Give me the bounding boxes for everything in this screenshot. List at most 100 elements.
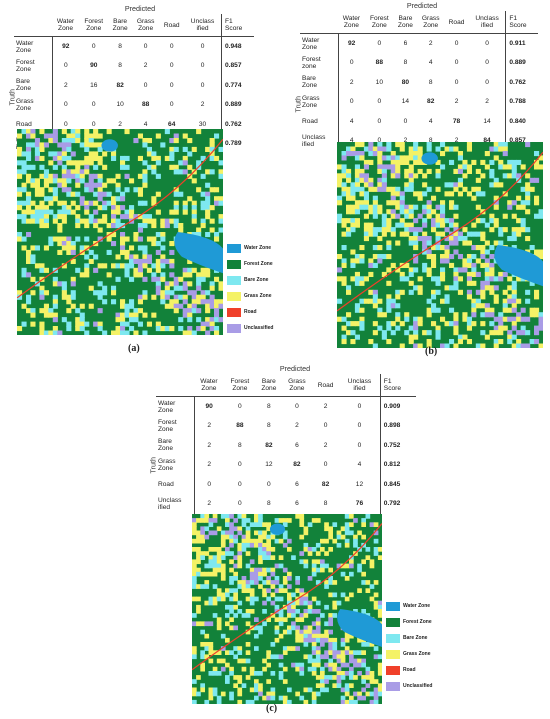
f1-score: 0.792	[379, 494, 416, 514]
matrix-cell: 6	[403, 40, 408, 47]
matrix-cell: 0	[295, 403, 299, 410]
column-header: Road	[159, 14, 185, 37]
matrix-cell: 0	[323, 422, 328, 430]
legend-swatch	[386, 649, 400, 659]
matrix-cell: 10	[116, 101, 124, 109]
matrix-cell: 0	[349, 59, 354, 67]
row-label: Road	[300, 111, 339, 131]
f1-score: 0.889	[505, 53, 538, 73]
matrix-cell: 88	[236, 422, 244, 430]
matrix-cell: 76	[355, 500, 364, 508]
legend-item: Forest Zone	[227, 256, 273, 272]
legend-label: Bare Zone	[403, 635, 428, 641]
f1-score: 0.812	[379, 455, 416, 475]
matrix-cell: 2	[349, 78, 354, 86]
column-header: Water Zone	[52, 14, 80, 37]
matrix-cell: 0	[91, 43, 96, 50]
matrix-cell: 0	[63, 120, 68, 128]
legend-c: Water Zone Forest Zone Bare Zone Grass Zone…	[386, 598, 432, 694]
row-label: Bare Zone	[300, 72, 339, 92]
table-row: Grass Zone 2 0 12 82 0 4 0.812	[156, 455, 416, 475]
legend-item: Bare Zone	[227, 272, 273, 288]
f1-score: 0.762	[221, 114, 254, 134]
f1-score: 0.948	[221, 36, 254, 56]
matrix-cell: 8	[267, 422, 271, 430]
matrix-cell: 0	[169, 62, 174, 70]
column-header: Water Zone	[338, 11, 365, 34]
table-row: Water Zone 90 0 8 0 2 0 0.909	[156, 396, 416, 416]
row-label: Road	[156, 474, 195, 494]
table-row: Bare Zone 2 8 82 6 2 0 0.752	[156, 435, 416, 455]
table-row: Road 4 0 0 4 78 14 0.840	[300, 111, 538, 131]
legend-swatch	[227, 275, 241, 285]
table-row: Unclass ified 2 0 8 6 8 76 0.792	[156, 494, 416, 514]
matrix-cell: 0	[169, 43, 174, 50]
matrix-cell: 4	[349, 137, 354, 145]
f1-score: 0.752	[379, 435, 416, 455]
matrix-cell: 8	[267, 403, 271, 410]
matrix-cell: 0	[485, 78, 489, 86]
corner-cell	[156, 374, 194, 397]
legend-label: Grass Zone	[403, 651, 431, 657]
legend-swatch	[386, 617, 400, 627]
legend-swatch	[227, 291, 241, 301]
caption-a: (a)	[128, 343, 140, 354]
matrix-cell: 0	[200, 43, 205, 50]
matrix-cell: 90	[205, 403, 213, 410]
matrix-cell: 8	[118, 43, 122, 50]
matrix-cell: 4	[428, 59, 433, 67]
panel-c: Predicted Truth Water Zone Forest Zone Bare Z…	[140, 362, 440, 719]
matrix-cell: 4	[357, 461, 362, 469]
matrix-cell: 80	[401, 78, 410, 86]
legend-swatch	[386, 665, 400, 675]
classified-map-b	[337, 142, 543, 348]
row-label: Water Zone	[156, 396, 195, 416]
matrix-cell: 2	[323, 403, 328, 410]
table-row: Bare Zone 2 10 80 8 0 0 0.762	[300, 72, 538, 92]
legend-swatch	[386, 633, 400, 643]
column-header: Unclass ified	[339, 374, 381, 397]
legend-item: Unclassified	[227, 320, 273, 336]
f1-score: 0.909	[379, 396, 416, 416]
matrix-cell: 0	[169, 101, 174, 109]
matrix-cell: 2	[207, 422, 211, 430]
legend-item: Water Zone	[386, 598, 432, 614]
legend-item: Grass Zone	[386, 646, 432, 662]
column-header: Unclass ified	[184, 14, 222, 37]
matrix-cell: 88	[141, 101, 150, 109]
legend-item: Road	[386, 662, 432, 678]
f1-score: 0.911	[505, 33, 538, 53]
matrix-cell: 2	[207, 461, 211, 469]
table-row: Forest Zone 0 90 8 2 0 0 0.857	[14, 56, 254, 76]
column-header: Bare Zone	[393, 11, 418, 34]
f1-score: 0.788	[505, 92, 538, 112]
legend-swatch	[386, 601, 400, 611]
row-label: Grass Zone	[14, 95, 53, 115]
matrix-cell: 64	[168, 120, 176, 128]
f1-score: 0.762	[505, 72, 538, 92]
table-row: Bare Zone 2 16 82 0 0 0 0.774	[14, 75, 254, 95]
column-header: Bare Zone	[255, 374, 282, 397]
legend-label: Water Zone	[244, 245, 272, 251]
matrix-cell: 78	[452, 117, 461, 125]
matrix-cell: 2	[428, 40, 433, 47]
matrix-cell: 2	[454, 98, 459, 106]
table-row: Forest Zone 2 88 8 2 0 0 0.898	[156, 416, 416, 436]
matrix-cell: 8	[238, 441, 242, 449]
legend-swatch	[227, 243, 241, 253]
matrix-cell: 82	[321, 480, 330, 488]
matrix-cell: 0	[377, 98, 382, 106]
matrix-cell: 0	[207, 480, 211, 488]
legend-label: Road	[244, 309, 257, 315]
legend-label: Water Zone	[403, 603, 431, 609]
matrix-cell: 0	[349, 98, 354, 106]
matrix-cell: 0	[357, 422, 362, 430]
matrix-cell: 0	[454, 40, 459, 47]
f1-header: F1 Score	[505, 11, 538, 34]
row-label: Forest Zone	[156, 416, 195, 436]
table-row: Grass Zone 0 0 14 82 2 2 0.788	[300, 92, 538, 112]
legend-label: Grass Zone	[244, 293, 272, 299]
matrix-cell: 14	[483, 117, 491, 125]
